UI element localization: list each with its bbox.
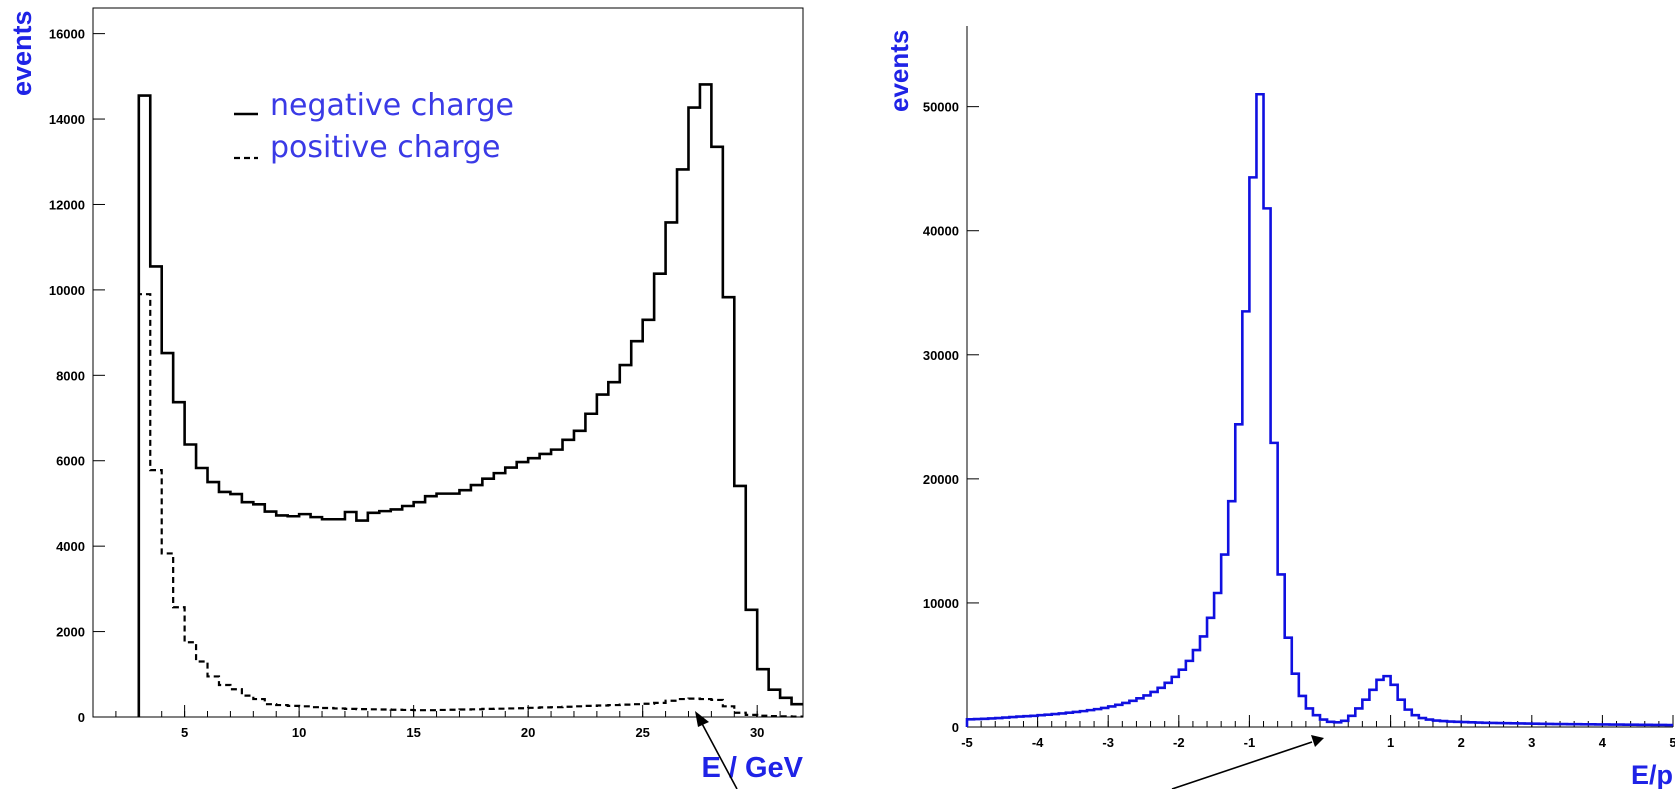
left-x-axis: 5 10 15 20 25 30 — [92, 705, 804, 740]
legend-label-negative: negative charge — [270, 88, 514, 123]
left-y-tick-label: 12000 — [49, 197, 85, 212]
right-y-tick-label: 10000 — [923, 596, 959, 611]
right-y-tick-label: 50000 — [923, 100, 959, 115]
positive-charge-histogram — [137, 293, 803, 718]
right-x-tick-label: -3 — [1102, 735, 1114, 750]
left-y-tick-label: 6000 — [56, 454, 85, 469]
left-y-tick-label: 8000 — [56, 368, 85, 383]
right-x-tick-label: 2 — [1458, 735, 1465, 750]
annotation-arrow-left — [695, 711, 738, 789]
right-x-tick-label: -2 — [1173, 735, 1185, 750]
left-chart: 0 2000 4000 6000 8000 10000 12000 14000 16000 5 1… — [7, 7, 804, 789]
right-y-tick-label: 0 — [952, 720, 959, 735]
left-x-tick-label: 10 — [292, 725, 306, 740]
left-y-tick-label: 4000 — [56, 539, 85, 554]
right-y-axis: 0 10000 20000 30000 40000 50000 — [923, 100, 979, 735]
right-y-axis-title: events — [884, 30, 914, 112]
left-y-tick-label: 10000 — [49, 283, 85, 298]
left-y-axis-title: events — [7, 10, 37, 96]
right-x-tick-label: -4 — [1032, 735, 1044, 750]
annotation-arrow-right — [1171, 735, 1324, 789]
negative-charge-histogram — [137, 83, 803, 717]
left-y-tick-label: 16000 — [49, 27, 85, 42]
left-plot-frame — [92, 7, 804, 718]
right-x-tick-label: 1 — [1387, 735, 1394, 750]
right-x-tick-label: 4 — [1599, 735, 1607, 750]
right-x-axis: -5 -4 -3 -2 -1 1 2 3 4 5 — [961, 715, 1675, 750]
right-chart: 0 10000 20000 30000 40000 50000 -5 -4 -3 -2 -1 1 2 3… — [884, 26, 1675, 789]
right-x-tick-label: -5 — [961, 735, 973, 750]
left-y-tick-label: 2000 — [56, 625, 85, 640]
right-x-axis-title: E/p — [1631, 760, 1673, 789]
right-y-tick-label: 20000 — [923, 472, 959, 487]
left-x-tick-label: 30 — [750, 725, 764, 740]
left-x-tick-label: 5 — [181, 725, 188, 740]
right-y-tick-label: 30000 — [923, 348, 959, 363]
left-x-tick-label: 15 — [406, 725, 420, 740]
left-x-tick-label: 20 — [521, 725, 535, 740]
legend: negative charge positive charge — [234, 88, 514, 165]
left-y-tick-label: 14000 — [49, 112, 85, 127]
legend-label-positive: positive charge — [270, 130, 500, 165]
left-y-axis: 0 2000 4000 6000 8000 10000 12000 14000 16000 — [49, 27, 105, 725]
right-x-tick-label: 3 — [1528, 735, 1535, 750]
ep-histogram — [965, 92, 1673, 727]
right-x-tick-label: -1 — [1244, 735, 1256, 750]
right-y-tick-label: 40000 — [923, 224, 959, 239]
left-x-tick-label: 25 — [635, 725, 649, 740]
left-y-tick-label: 0 — [78, 710, 85, 725]
right-x-tick-label: 5 — [1669, 735, 1675, 750]
left-x-axis-title: E / GeV — [701, 752, 803, 784]
